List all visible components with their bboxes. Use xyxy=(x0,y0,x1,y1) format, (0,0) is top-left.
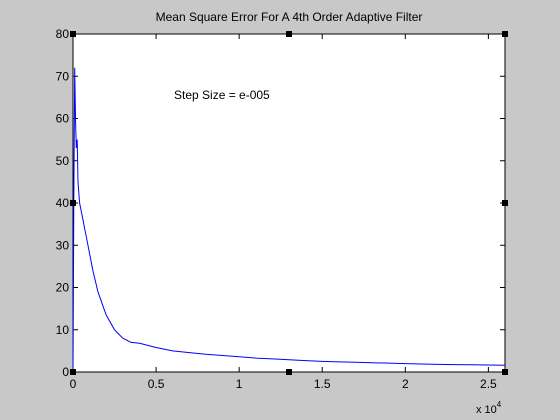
chart-title: Mean Square Error For A 4th Order Adapti… xyxy=(156,10,423,24)
y-tick-label-8: 80 xyxy=(56,27,70,41)
selection-marker-0[interactable] xyxy=(70,31,76,37)
x-exponent-label: x 104 xyxy=(476,400,502,416)
selection-marker-4[interactable] xyxy=(502,200,508,206)
y-tick-label-1: 10 xyxy=(56,323,70,337)
selection-marker-7[interactable] xyxy=(502,369,508,375)
y-tick-label-0: 0 xyxy=(62,365,69,379)
x-axis: 0 0.5 1 1.5 2 2.5 xyxy=(70,34,497,391)
y-tick-label-3: 30 xyxy=(56,238,70,252)
marker-group xyxy=(70,31,508,375)
x-tick-label-5: 2.5 xyxy=(480,377,497,391)
selection-marker-3[interactable] xyxy=(70,200,76,206)
selection-marker-5[interactable] xyxy=(70,369,76,375)
x-exponent-power: 4 xyxy=(497,400,502,409)
selection-marker-2[interactable] xyxy=(502,31,508,37)
series-line-mse xyxy=(72,67,506,373)
y-axis: 0 10 20 30 40 50 60 70 80 xyxy=(56,27,505,379)
y-tick-label-2: 20 xyxy=(56,281,70,295)
y-tick-label-5: 50 xyxy=(56,154,70,168)
selection-marker-1[interactable] xyxy=(286,31,292,37)
x-exponent-base: x 10 xyxy=(476,404,497,416)
y-tick-label-7: 70 xyxy=(56,69,70,83)
y-tick-label-4: 40 xyxy=(56,196,70,210)
x-tick-label-1: 0.5 xyxy=(148,377,165,391)
step-size-annotation: Step Size = e-005 xyxy=(174,88,270,102)
x-tick-label-3: 1.5 xyxy=(314,377,331,391)
x-tick-label-4: 2 xyxy=(402,377,409,391)
y-tick-label-6: 60 xyxy=(56,112,70,126)
plot-area xyxy=(72,33,506,373)
x-tick-label-2: 1 xyxy=(236,377,243,391)
selection-marker-6[interactable] xyxy=(286,369,292,375)
x-tick-label-0: 0 xyxy=(70,377,77,391)
